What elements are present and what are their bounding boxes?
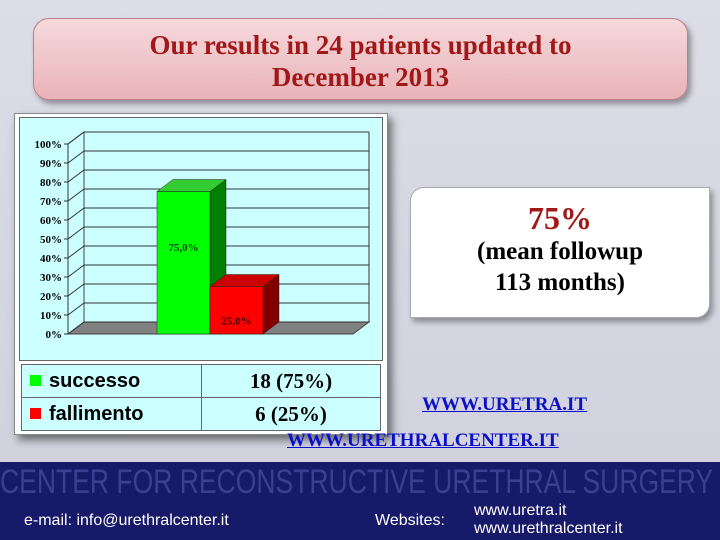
gridline-side — [67, 188, 85, 202]
legend-table: successo 18 (75%) fallimento 6 (25%) — [21, 364, 381, 431]
footer: CENTER FOR RECONSTRUCTIVE URETHRAL SURGE… — [0, 462, 720, 540]
footer-email: e-mail: info@urethralcenter.it — [24, 512, 229, 529]
footer-website-2: www.urethralcenter.it — [474, 520, 623, 537]
link-urethralcenter[interactable]: WWW.URETHRALCENTER.IT — [287, 430, 559, 451]
legend-swatch — [30, 374, 41, 386]
stat-line-1: (mean followup — [477, 238, 643, 265]
y-tick-label: 10% — [40, 310, 62, 322]
y-tick-label: 70% — [40, 196, 62, 208]
bar-fallimento — [209, 286, 264, 335]
bar-successo — [156, 191, 211, 335]
y-tick-label: 100% — [35, 139, 63, 151]
stat-line-2: 113 months) — [495, 269, 625, 296]
footer-websites-label: Websites: — [375, 512, 445, 529]
legend-value: 6 (25%) — [201, 397, 381, 431]
y-tick-label: 20% — [40, 291, 62, 303]
title-box: Our results in 24 patients updated to De… — [33, 18, 688, 100]
gridline-side — [67, 131, 85, 145]
data-label: 75,0% — [168, 242, 198, 254]
title-line-2: December 2013 — [271, 62, 450, 92]
legend-label: successo — [49, 369, 141, 392]
gridline-side — [67, 226, 85, 240]
legend-row: fallimento 6 (25%) — [21, 397, 381, 431]
y-tick-label: 80% — [40, 177, 62, 189]
footer-website-1: www.uretra.it — [474, 502, 567, 519]
gridline-side — [67, 302, 85, 316]
chart-frame: 0% 10% 20% 30% 40% 50% 60% 70% 80% 90% 100% 75,0% 25… — [14, 113, 388, 435]
stat-box: 75% (mean followup 113 months) — [410, 187, 710, 318]
stat-value: 75% — [528, 200, 592, 236]
plot-area: 0% 10% 20% 30% 40% 50% 60% 70% 80% 90% 100% 75,0% 25… — [19, 117, 383, 361]
legend-value: 18 (75%) — [201, 364, 381, 398]
gridline-side — [67, 150, 85, 164]
legend-swatch — [30, 407, 41, 419]
gridline-side — [67, 169, 85, 183]
gridline-side — [67, 283, 85, 297]
gridline-side — [67, 321, 85, 335]
gridline-side — [67, 207, 85, 221]
gridline-side — [67, 245, 85, 259]
data-label: 25,0% — [221, 315, 251, 327]
y-tick-label: 0% — [46, 329, 63, 341]
y-tick-label: 90% — [40, 158, 62, 170]
y-tick-label: 60% — [40, 215, 62, 227]
y-tick-label: 30% — [40, 272, 62, 284]
gridline-side — [67, 264, 85, 278]
bar-chart: 0% 10% 20% 30% 40% 50% 60% 70% 80% 90% 100% 75,0% 25… — [35, 131, 371, 341]
title-line-1: Our results in 24 patients updated to — [149, 30, 572, 60]
y-tick-label: 50% — [40, 234, 62, 246]
legend-label: fallimento — [49, 402, 144, 425]
legend-row: successo 18 (75%) — [21, 364, 381, 398]
link-uretra[interactable]: WWW.URETRA.IT — [422, 394, 588, 415]
footer-watermark: CENTER FOR RECONSTRUCTIVE URETHRAL SURGE… — [0, 463, 714, 501]
y-tick-label: 40% — [40, 253, 62, 265]
